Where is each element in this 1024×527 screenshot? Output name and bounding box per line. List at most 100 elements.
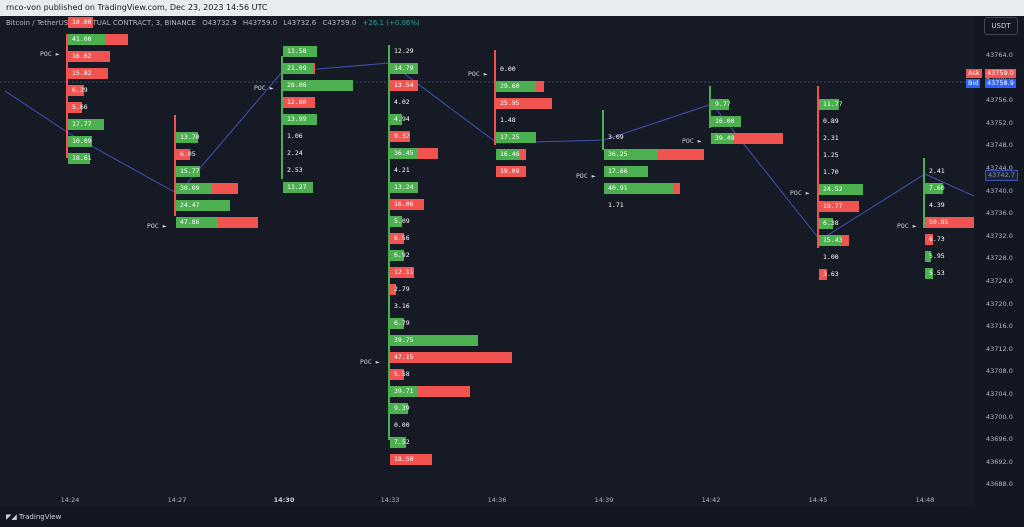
volume-value: 15.77 <box>180 167 200 175</box>
buy-volume-bar <box>283 182 313 193</box>
volume-value: 15.43 <box>823 236 843 244</box>
buy-volume-bar <box>390 182 418 193</box>
volume-value: 39.75 <box>394 336 414 344</box>
high-value: H43759.0 <box>242 19 278 27</box>
buy-volume-bar <box>68 119 104 130</box>
volume-value: 13.58 <box>287 47 307 55</box>
sell-volume-bar <box>496 98 552 109</box>
volume-value: 13.27 <box>287 183 307 191</box>
volume-value: 50.85 <box>929 218 949 226</box>
volume-value: 25.95 <box>500 99 520 107</box>
sell-volume-bar <box>418 386 470 397</box>
volume-value: 16.62 <box>72 52 92 60</box>
buy-volume-bar <box>711 99 729 110</box>
sell-volume-bar <box>819 269 827 280</box>
buy-volume-bar <box>283 114 317 125</box>
volume-value: 6.73 <box>929 235 945 243</box>
volume-value: 13.99 <box>287 115 307 123</box>
volume-value: 24.47 <box>180 201 200 209</box>
volume-value: 2.41 <box>929 167 945 175</box>
buy-volume-bar <box>496 132 536 143</box>
buy-volume-bar <box>390 403 408 414</box>
time-tick: 14:48 <box>915 496 935 504</box>
volume-value: 3.16 <box>394 302 410 310</box>
price-tick: 43696.0 <box>986 435 1013 444</box>
buy-volume-bar <box>176 183 212 194</box>
tradingview-logo[interactable]: ◤◢ TradingView <box>6 513 61 521</box>
volume-value: 1.06 <box>287 132 303 140</box>
sell-volume-bar <box>68 68 108 79</box>
sell-volume-bar <box>658 149 704 160</box>
poc-marker: POC ► <box>40 50 60 58</box>
candle-wick <box>923 158 925 228</box>
candle-wick <box>709 86 711 128</box>
sell-volume-bar <box>390 352 512 363</box>
time-tick: 14:42 <box>701 496 721 504</box>
buy-volume-bar <box>176 217 218 228</box>
price-tick: 43764.0 <box>986 51 1013 59</box>
footer-bar <box>0 507 1024 527</box>
buy-volume-bar <box>390 386 418 397</box>
volume-value: 1.00 <box>823 253 839 261</box>
sell-volume-bar <box>106 34 128 45</box>
volume-value: 16.46 <box>500 150 520 158</box>
buy-volume-bar <box>283 80 353 91</box>
poc-marker: POC ► <box>360 358 380 366</box>
buy-volume-bar <box>68 136 92 147</box>
sell-volume-bar <box>841 235 849 246</box>
logo-icon: ◤◢ <box>6 513 17 521</box>
volume-value: 9.32 <box>394 132 410 140</box>
price-tick: 43692.0 <box>986 457 1013 466</box>
sell-volume-bar <box>390 284 396 295</box>
open-value: O43732.9 <box>202 19 237 27</box>
chart-area[interactable]: Bitcoin / TetherUS PERPETUAL CONTRACT, 3… <box>0 16 974 507</box>
time-tick: 14:33 <box>380 496 400 504</box>
volume-value: 1.25 <box>823 151 839 159</box>
volume-value: 19.09 <box>500 167 520 175</box>
volume-value: 39.49 <box>715 134 735 142</box>
volume-value: 19.77 <box>823 202 843 210</box>
sell-volume-bar <box>520 149 526 160</box>
volume-value: 6.05 <box>180 150 196 158</box>
price-tick: 43720.0 <box>986 299 1013 308</box>
buy-volume-bar <box>604 183 674 194</box>
sell-volume-bar <box>176 149 190 160</box>
buy-volume-bar <box>390 216 402 227</box>
volume-value: 40.91 <box>608 184 628 192</box>
currency-button[interactable]: USDT <box>984 17 1018 35</box>
volume-value: 13.24 <box>394 183 414 191</box>
price-tick: 43716.0 <box>986 322 1013 331</box>
close-value: C43759.0 <box>322 19 357 27</box>
volume-value: 1.71 <box>608 201 624 209</box>
poc-marker: POC ► <box>682 137 702 145</box>
buy-volume-bar <box>390 335 478 346</box>
published-text: rnco-von published on TradingView.com, D… <box>6 3 268 12</box>
candle-wick <box>66 34 68 158</box>
last-price-tag: 43742.7 <box>985 170 1018 181</box>
volume-value: 13.70 <box>180 133 200 141</box>
price-tick: 43736.0 <box>986 209 1013 218</box>
volume-value: 6.29 <box>72 86 88 94</box>
price-axis[interactable] <box>974 16 1024 507</box>
price-tick: 43732.0 <box>986 231 1013 240</box>
price-polyline <box>4 62 974 241</box>
poc-marker: POC ► <box>254 84 274 92</box>
candle-wick <box>174 115 176 216</box>
sell-volume-bar <box>212 183 238 194</box>
time-tick: 14:27 <box>167 496 187 504</box>
volume-value: 1.70 <box>823 168 839 176</box>
volume-value: 29.60 <box>500 82 520 90</box>
volume-value: 0.00 <box>394 421 410 429</box>
candle-wick <box>494 50 496 145</box>
volume-value: 2.53 <box>287 166 303 174</box>
ask-price-tag: 43759.0 <box>985 69 1016 78</box>
volume-value: 30.09 <box>180 184 200 192</box>
volume-value: 17.77 <box>72 120 92 128</box>
volume-value: 12.11 <box>394 268 414 276</box>
price-tick: 43688.0 <box>986 480 1013 489</box>
sell-volume-bar <box>390 131 410 142</box>
volume-value: 10.00 <box>72 18 92 26</box>
buy-volume-bar <box>711 116 741 127</box>
sell-volume-bar <box>925 217 974 228</box>
publisher-bar: rnco-von published on TradingView.com, D… <box>0 0 1024 16</box>
